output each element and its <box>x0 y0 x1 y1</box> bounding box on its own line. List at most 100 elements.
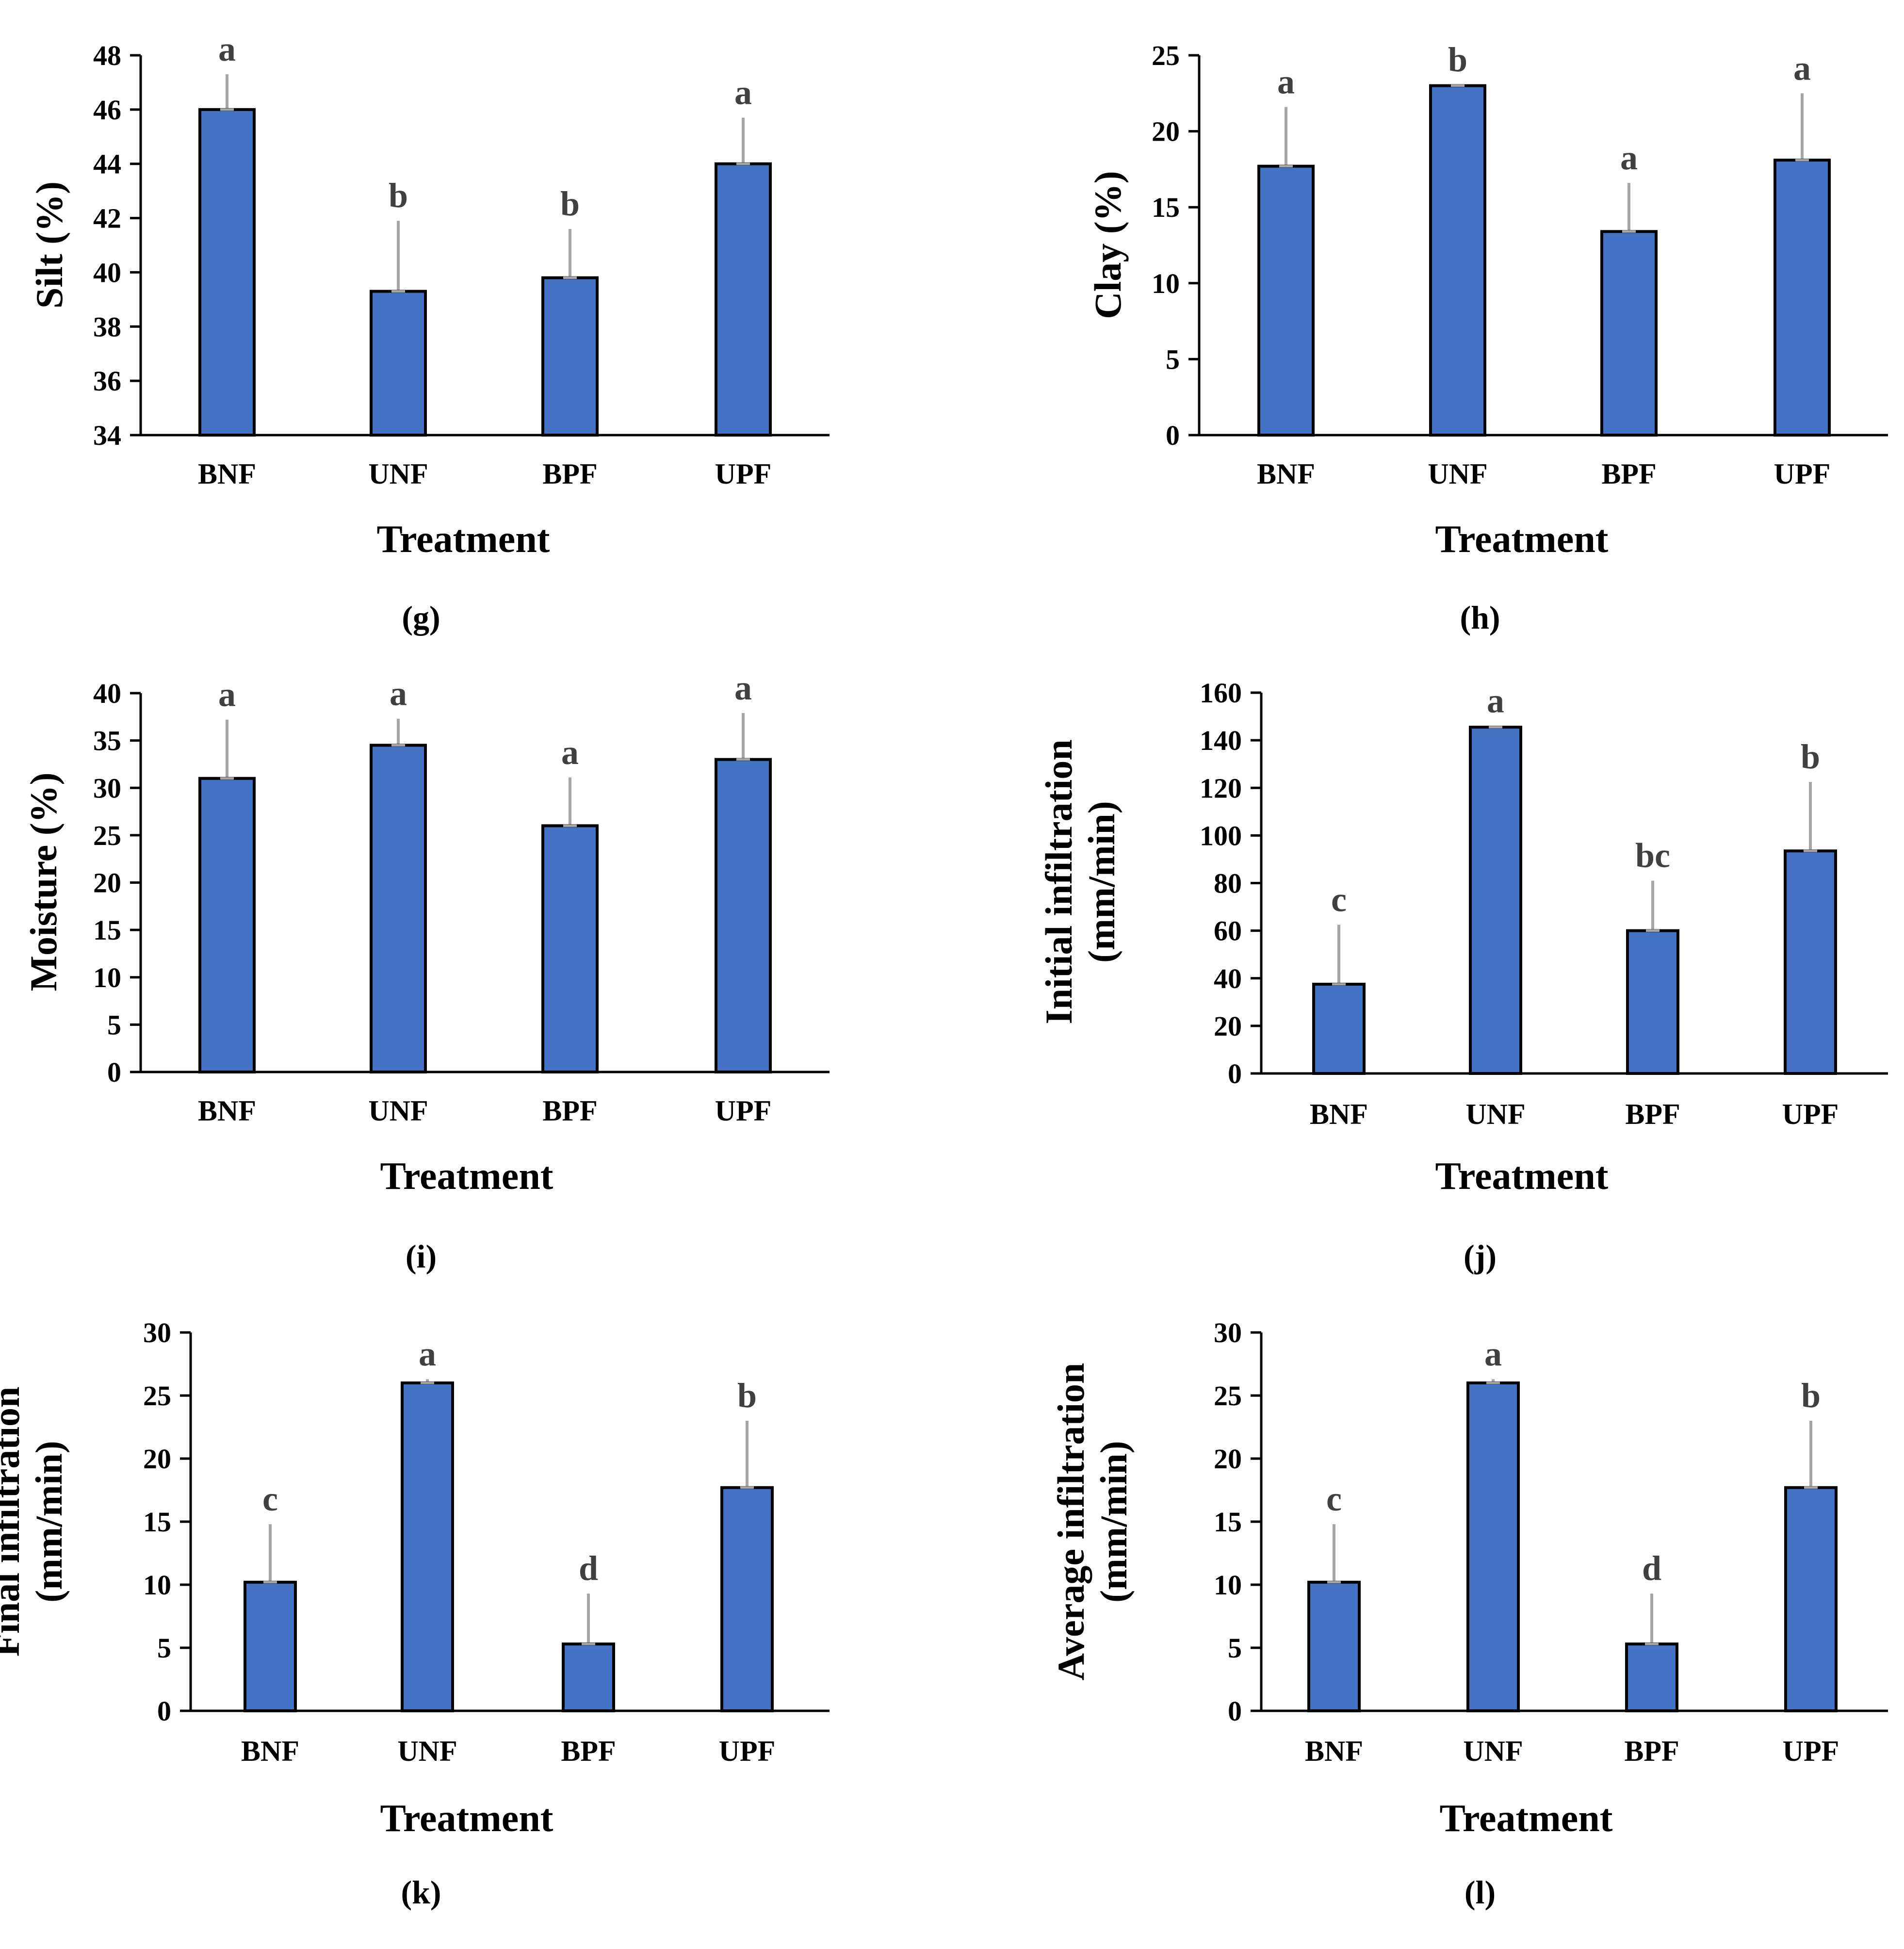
bar-upf <box>715 758 772 1074</box>
x-tick-label: UPF <box>715 1095 772 1127</box>
x-axis-title: Treatment <box>1435 1155 1609 1198</box>
y-tick-label: 20 <box>1214 1010 1242 1042</box>
y-tick-label: 35 <box>93 725 121 757</box>
y-tick-label: 5 <box>107 1009 121 1040</box>
x-axis-title: Treatment <box>1440 1797 1613 1840</box>
significance-letter: a <box>1484 1334 1502 1373</box>
bar-bpf <box>541 824 599 1073</box>
y-tick-label: 25 <box>1214 1380 1242 1412</box>
x-tick-label: BNF <box>198 1095 256 1127</box>
significance-letter: b <box>1801 737 1820 776</box>
x-tick-label: UNF <box>368 458 428 490</box>
y-tick-label: 15 <box>1152 192 1180 223</box>
chart-panel-k: 0 5 10 15 20 25 30 c BNF a UNF d BPF b UPF Treatment Fin… <box>0 1317 830 1911</box>
bar-unf <box>401 1381 454 1712</box>
bar-bpf <box>541 276 599 437</box>
y-tick-label: 0 <box>1228 1058 1242 1089</box>
x-axis-title: Treatment <box>380 1155 553 1198</box>
y-tick-label: 20 <box>1214 1443 1242 1475</box>
y-tick-label: 44 <box>93 148 121 180</box>
panel-label: (h) <box>1460 599 1500 636</box>
y-tick-label: 20 <box>93 867 121 899</box>
y-tick-label: 40 <box>93 257 121 288</box>
significance-letter: a <box>218 675 236 714</box>
bar-upf <box>715 162 772 437</box>
x-tick-label: BNF <box>241 1735 299 1767</box>
bar-bnf <box>1312 983 1366 1075</box>
x-tick-label: BNF <box>1310 1098 1368 1130</box>
x-tick-label: UNF <box>1465 1098 1525 1130</box>
y-tick-label: 160 <box>1200 677 1242 709</box>
y-tick-label: 30 <box>143 1317 171 1348</box>
y-tick-label: 60 <box>1214 915 1242 947</box>
significance-letter: b <box>1448 40 1467 79</box>
x-tick-label: BNF <box>198 458 256 490</box>
x-tick-label: UNF <box>397 1735 457 1767</box>
x-tick-label: UPF <box>719 1735 776 1767</box>
y-tick-label: 40 <box>93 678 121 709</box>
x-tick-label: BPF <box>542 1095 597 1127</box>
significance-letter: b <box>1801 1376 1821 1415</box>
x-tick-label: BNF <box>1305 1735 1363 1767</box>
significance-letter: b <box>560 184 580 223</box>
y-tick-label: 100 <box>1200 820 1242 851</box>
x-tick-label: BPF <box>1624 1735 1679 1767</box>
significance-letter: bc <box>1635 836 1670 875</box>
panel-label: (k) <box>401 1874 441 1911</box>
panel-label: (l) <box>1465 1874 1496 1911</box>
y-tick-label: 15 <box>93 914 121 946</box>
panel-label: (g) <box>402 599 440 636</box>
x-tick-label: UNF <box>1463 1735 1523 1767</box>
y-tick-label: 140 <box>1200 725 1242 756</box>
bar-unf <box>370 744 427 1073</box>
significance-letter: a <box>1620 138 1638 177</box>
y-tick-label: 25 <box>93 820 121 851</box>
y-axis-title: Moisture (%) <box>22 772 65 991</box>
bar-unf <box>1429 84 1486 437</box>
bar-upf <box>720 1486 774 1713</box>
y-tick-label: 10 <box>1214 1569 1242 1601</box>
y-tick-label: 38 <box>93 311 121 342</box>
significance-letter: a <box>390 674 407 713</box>
panel-label: (i) <box>406 1238 437 1275</box>
significance-letter: a <box>1793 49 1811 87</box>
y-tick-label: 80 <box>1214 868 1242 899</box>
x-tick-label: UPF <box>1774 458 1831 490</box>
significance-letter: a <box>218 30 236 68</box>
chart-panel-i: 0 5 10 15 20 25 30 35 40 a BNF a UNF a BPF a UPF Treatmen… <box>22 668 830 1275</box>
significance-letter: c <box>262 1479 278 1518</box>
chart-panel-j: 0 20 40 60 80 100 120 140 160 c BNF a UNF bc BPF b UPF Tr… <box>1038 677 1888 1275</box>
significance-letter: d <box>579 1549 598 1588</box>
y-tick-label: 10 <box>143 1569 171 1601</box>
y-tick-label: 0 <box>107 1056 121 1088</box>
bar-bnf <box>244 1580 297 1713</box>
bar-upf <box>1774 159 1831 437</box>
bar-bpf <box>1626 929 1679 1075</box>
panel-label: (j) <box>1464 1238 1497 1275</box>
bar-upf <box>1784 849 1837 1075</box>
y-tick-label: 20 <box>1152 116 1180 147</box>
y-tick-label: 25 <box>1152 40 1180 71</box>
x-axis-title: Treatment <box>1435 518 1609 561</box>
y-tick-label: 40 <box>1214 963 1242 994</box>
y-tick-label: 0 <box>157 1695 171 1727</box>
bar-bnf <box>1307 1580 1361 1713</box>
y-axis-title: Clay (%) <box>1087 171 1129 319</box>
significance-letter: a <box>734 668 752 707</box>
y-tick-label: 42 <box>93 203 121 234</box>
y-tick-label: 20 <box>143 1443 171 1475</box>
y-axis-title: Silt (%) <box>28 181 70 309</box>
y-tick-label: 30 <box>93 772 121 804</box>
significance-letter: d <box>1642 1549 1661 1588</box>
significance-letter: b <box>737 1376 757 1415</box>
y-tick-label: 0 <box>1228 1695 1242 1727</box>
x-tick-label: UNF <box>368 1095 428 1127</box>
x-tick-label: UPF <box>715 458 772 490</box>
y-tick-label: 0 <box>1166 420 1180 451</box>
x-tick-label: UPF <box>1783 1735 1839 1767</box>
y-tick-label: 25 <box>143 1380 171 1412</box>
x-axis-title: Treatment <box>377 518 550 561</box>
y-tick-label: 120 <box>1200 772 1242 804</box>
y-tick-label: 10 <box>1152 268 1180 299</box>
y-tick-label: 30 <box>1214 1317 1242 1348</box>
